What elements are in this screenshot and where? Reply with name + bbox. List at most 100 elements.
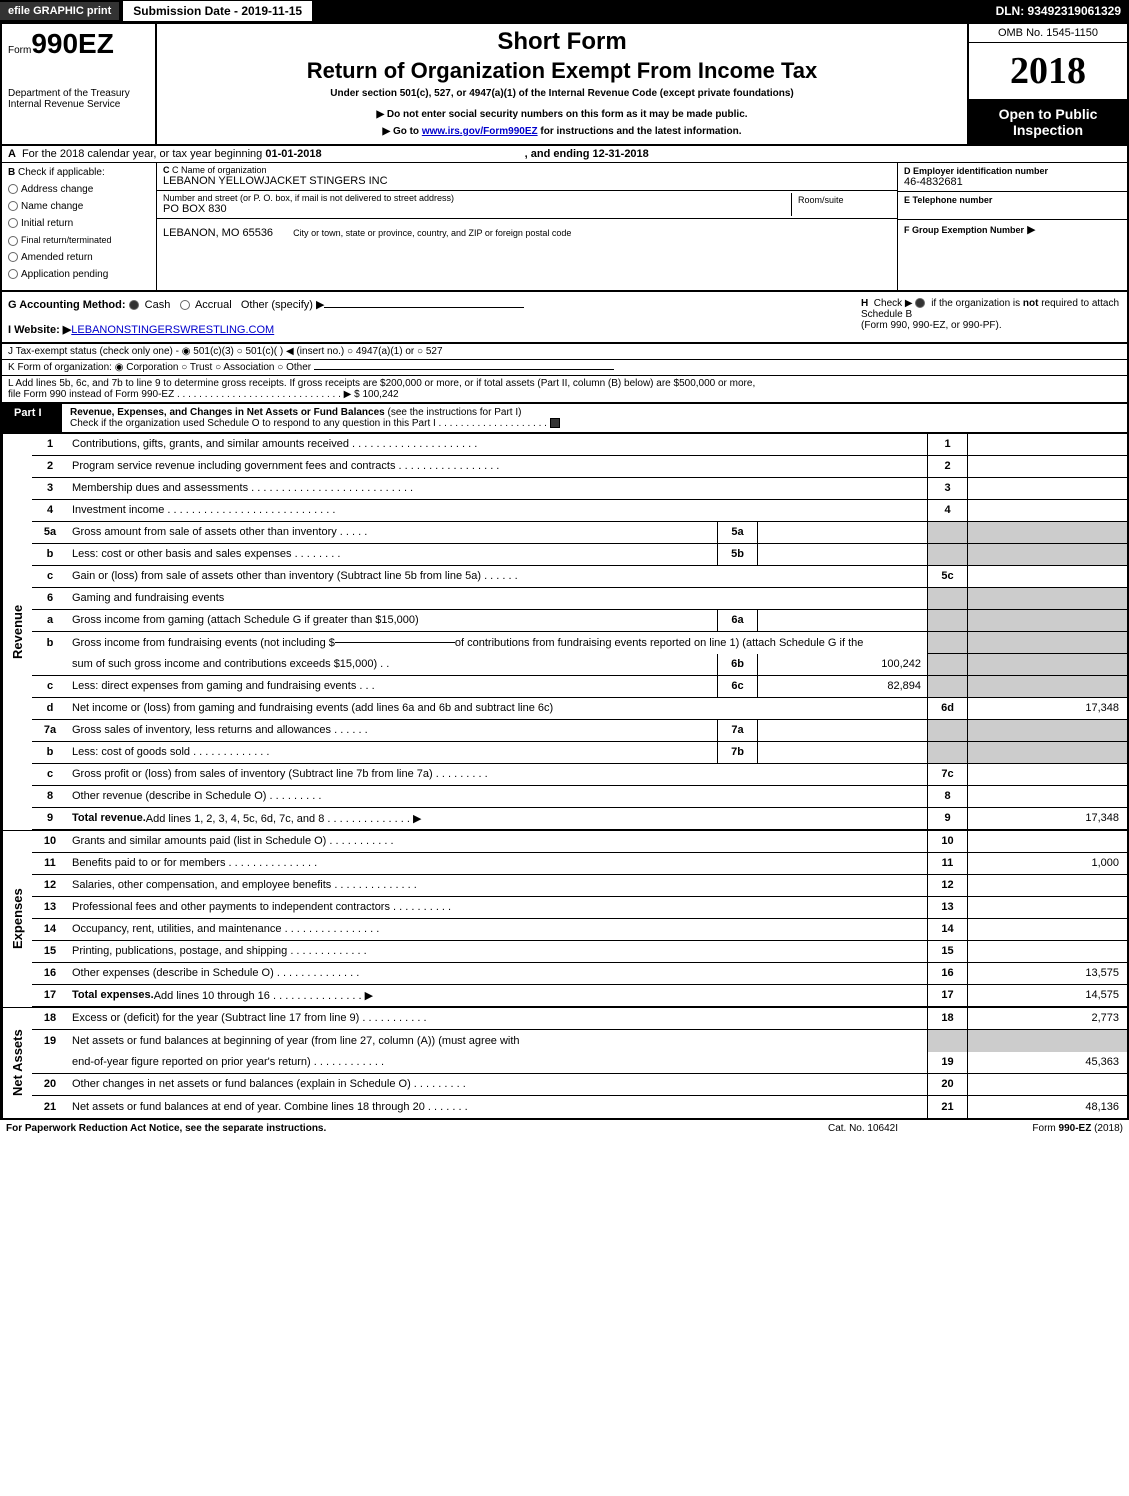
line-10: 10 Grants and similar amounts paid (list… xyxy=(32,831,1127,853)
line-19-1: 19 Net assets or fund balances at beginn… xyxy=(32,1030,1127,1052)
line-6c: c Less: direct expenses from gaming and … xyxy=(32,676,1127,698)
line-7c: c Gross profit or (loss) from sales of i… xyxy=(32,764,1127,786)
footer-form: Form 990-EZ (2018) xyxy=(963,1123,1123,1134)
line-18: 18 Excess or (deficit) for the year (Sub… xyxy=(32,1008,1127,1030)
g-side: G Accounting Method: Cash Accrual Other … xyxy=(8,298,861,336)
website-link[interactable]: LEBANONSTINGERSWRESTLING.COM xyxy=(71,324,274,336)
omb-number: OMB No. 1545-1150 xyxy=(969,24,1127,43)
short-form-title: Short Form xyxy=(167,28,957,56)
section-a-text: For the 2018 calendar year, or tax year … xyxy=(22,148,649,160)
expenses-sidebar: Expenses xyxy=(2,831,32,1007)
line-11: 11 Benefits paid to or for members . . .… xyxy=(32,853,1127,875)
group-exemption-row: F Group Exemption Number ▶ xyxy=(898,220,1127,248)
dept-line1: Department of the Treasury xyxy=(8,88,149,99)
cb-address-change[interactable]: Address change xyxy=(8,184,150,195)
radio-cash[interactable] xyxy=(129,300,139,310)
j-row: J Tax-exempt status (check only one) - ◉… xyxy=(0,344,1129,360)
line-7a: 7a Gross sales of inventory, less return… xyxy=(32,720,1127,742)
section-a-label: A xyxy=(8,148,16,160)
line-5b: b Less: cost or other basis and sales ex… xyxy=(32,544,1127,566)
cb-name-change[interactable]: Name change xyxy=(8,201,150,212)
cb-app-pending[interactable]: Application pending xyxy=(8,269,150,280)
line-14: 14 Occupancy, rent, utilities, and maint… xyxy=(32,919,1127,941)
revenue-sidebar: Revenue xyxy=(2,434,32,830)
other-specify-input[interactable] xyxy=(324,307,524,308)
k-other-input[interactable] xyxy=(314,369,614,370)
line-21: 21 Net assets or fund balances at end of… xyxy=(32,1096,1127,1118)
j-text: J Tax-exempt status (check only one) - ◉… xyxy=(8,346,443,357)
entity-block: B Check if applicable: Address change Na… xyxy=(0,163,1129,292)
line-2: 2 Program service revenue including gove… xyxy=(32,456,1127,478)
top-bar-left: efile GRAPHIC print Submission Date - 20… xyxy=(0,0,312,22)
city-row: LEBANON, MO 65536 City or town, state or… xyxy=(157,219,897,247)
address-row: Number and street (or P. O. box, if mail… xyxy=(157,191,897,219)
phone-row: E Telephone number xyxy=(898,192,1127,220)
netassets-section: Net Assets 18 Excess or (deficit) for th… xyxy=(0,1007,1129,1120)
footer-cat: Cat. No. 10642I xyxy=(763,1123,963,1134)
goto-line: ▶ Go to www.irs.gov/Form990EZ for instru… xyxy=(167,126,957,137)
line-15: 15 Printing, publications, postage, and … xyxy=(32,941,1127,963)
address-value: PO BOX 830 xyxy=(163,203,791,215)
under-section: Under section 501(c), 527, or 4947(a)(1)… xyxy=(167,88,957,99)
radio-accrual[interactable] xyxy=(180,300,190,310)
city-value: LEBANON, MO 65536 xyxy=(163,227,273,239)
line-17: 17 Total expenses. Add lines 10 through … xyxy=(32,985,1127,1007)
part1-label: Part I xyxy=(2,404,62,432)
part1-checkbox[interactable] xyxy=(550,418,560,428)
line-5a: 5a Gross amount from sale of assets othe… xyxy=(32,522,1127,544)
header-right: OMB No. 1545-1150 2018 Open to Public In… xyxy=(967,24,1127,144)
expenses-section: Expenses 10 Grants and similar amounts p… xyxy=(0,830,1129,1007)
cb-initial-return[interactable]: Initial return xyxy=(8,218,150,229)
netassets-sidebar: Net Assets xyxy=(2,1008,32,1118)
form-prefix: Form xyxy=(8,45,31,56)
cb-amended[interactable]: Amended return xyxy=(8,252,150,263)
line-6b-1: b Gross income from fundraising events (… xyxy=(32,632,1127,654)
line-9: 9 Total revenue. Add lines 1, 2, 3, 4, 5… xyxy=(32,808,1127,830)
dln-number: DLN: 93492319061329 xyxy=(996,4,1129,18)
efile-print-button[interactable]: efile GRAPHIC print xyxy=(0,2,119,20)
dept-line2: Internal Revenue Service xyxy=(8,99,149,110)
ein-row: D Employer identification number 46-4832… xyxy=(898,163,1127,192)
part1-desc: Revenue, Expenses, and Changes in Net As… xyxy=(62,404,1127,432)
part1-header: Part I Revenue, Expenses, and Changes in… xyxy=(0,404,1129,434)
org-name: LEBANON YELLOWJACKET STINGERS INC xyxy=(163,175,891,187)
line-5c: c Gain or (loss) from sale of assets oth… xyxy=(32,566,1127,588)
k-text: K Form of organization: ◉ Corporation ○ … xyxy=(8,362,311,373)
tax-year: 2018 xyxy=(969,43,1127,100)
k-row: K Form of organization: ◉ Corporation ○ … xyxy=(0,360,1129,376)
ein-value: 46-4832681 xyxy=(904,176,1121,188)
entity-right: D Employer identification number 46-4832… xyxy=(897,163,1127,290)
gh-block: G Accounting Method: Cash Accrual Other … xyxy=(0,292,1129,344)
footer: For Paperwork Reduction Act Notice, see … xyxy=(0,1120,1129,1137)
l-amount: 100,242 xyxy=(362,389,398,400)
entity-left-checkboxes: B Check if applicable: Address change Na… xyxy=(2,163,157,290)
line-1: 1 Contributions, gifts, grants, and simi… xyxy=(32,434,1127,456)
line-19-2: end-of-year figure reported on prior yea… xyxy=(32,1052,1127,1074)
header-left: Form990EZ Department of the Treasury Int… xyxy=(2,24,157,144)
form-header: Form990EZ Department of the Treasury Int… xyxy=(0,22,1129,146)
line-6b-2: sum of such gross income and contributio… xyxy=(32,654,1127,676)
room-suite: Room/suite xyxy=(791,193,891,216)
irs-link[interactable]: www.irs.gov/Form990EZ xyxy=(422,126,538,137)
l-text1: L Add lines 5b, 6c, and 7b to line 9 to … xyxy=(8,378,1121,389)
h-checkbox[interactable] xyxy=(915,298,925,308)
submission-date: Submission Date - 2019-11-15 xyxy=(123,1,312,21)
dept-treasury: Department of the Treasury Internal Reve… xyxy=(8,88,149,110)
footer-left: For Paperwork Reduction Act Notice, see … xyxy=(6,1123,763,1134)
line-7b: b Less: cost of goods sold . . . . . . .… xyxy=(32,742,1127,764)
line-12: 12 Salaries, other compensation, and emp… xyxy=(32,875,1127,897)
6b-input[interactable] xyxy=(335,642,455,643)
org-name-row: C C Name of organization LEBANON YELLOWJ… xyxy=(157,163,897,191)
line-16: 16 Other expenses (describe in Schedule … xyxy=(32,963,1127,985)
line-6: 6 Gaming and fundraising events xyxy=(32,588,1127,610)
line-20: 20 Other changes in net assets or fund b… xyxy=(32,1074,1127,1096)
section-a-row: A For the 2018 calendar year, or tax yea… xyxy=(0,146,1129,163)
line-3: 3 Membership dues and assessments . . . … xyxy=(32,478,1127,500)
line-4: 4 Investment income . . . . . . . . . . … xyxy=(32,500,1127,522)
top-bar: efile GRAPHIC print Submission Date - 20… xyxy=(0,0,1129,22)
l-row: L Add lines 5b, 6c, and 7b to line 9 to … xyxy=(0,376,1129,404)
line-13: 13 Professional fees and other payments … xyxy=(32,897,1127,919)
line-6a: a Gross income from gaming (attach Sched… xyxy=(32,610,1127,632)
cb-final-return[interactable]: Final return/terminated xyxy=(8,235,150,246)
do-not-enter: ▶ Do not enter social security numbers o… xyxy=(167,109,957,120)
